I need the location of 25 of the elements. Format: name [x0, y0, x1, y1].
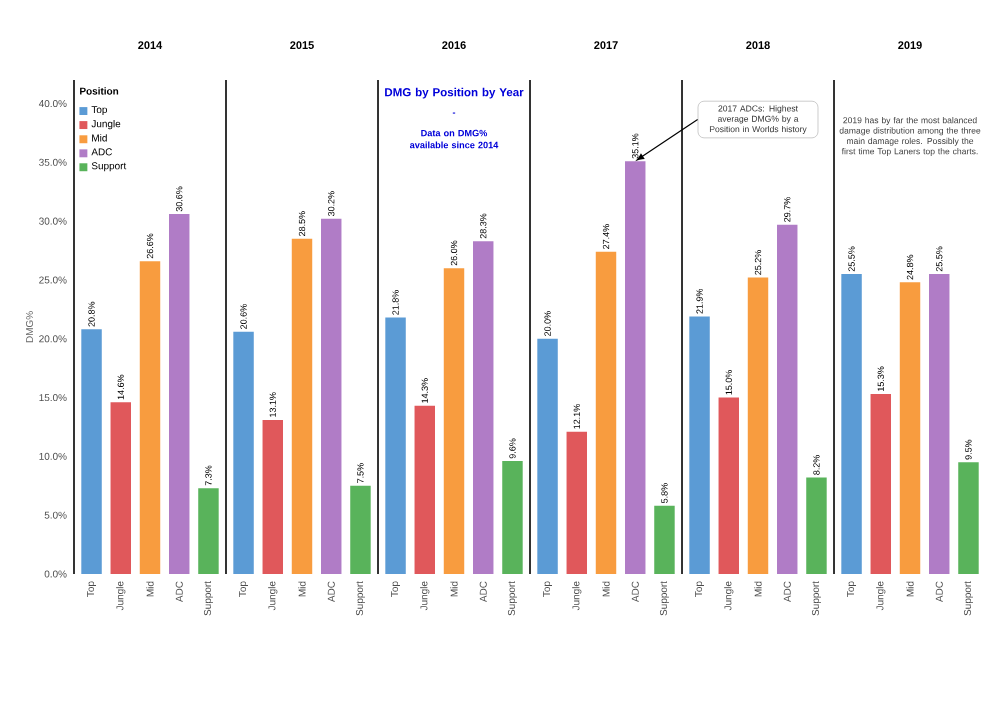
bar [566, 431, 588, 574]
bar [654, 505, 675, 574]
bar [841, 274, 862, 574]
bar [262, 419, 283, 574]
bar [473, 241, 494, 574]
bar [689, 316, 710, 574]
bar [899, 282, 921, 574]
bar [385, 317, 406, 574]
bar [929, 274, 950, 574]
bar [806, 477, 827, 574]
bar [233, 331, 254, 574]
bar [870, 394, 892, 574]
bar [958, 462, 979, 574]
bar [625, 161, 646, 574]
bar [502, 461, 523, 574]
bar [414, 405, 435, 574]
bar [350, 485, 371, 574]
bar [443, 268, 465, 574]
bar [537, 338, 558, 574]
bar [595, 251, 617, 574]
bar [291, 238, 313, 574]
bar [777, 224, 798, 574]
bar [747, 277, 769, 574]
bar [718, 397, 740, 574]
bar [321, 218, 342, 574]
